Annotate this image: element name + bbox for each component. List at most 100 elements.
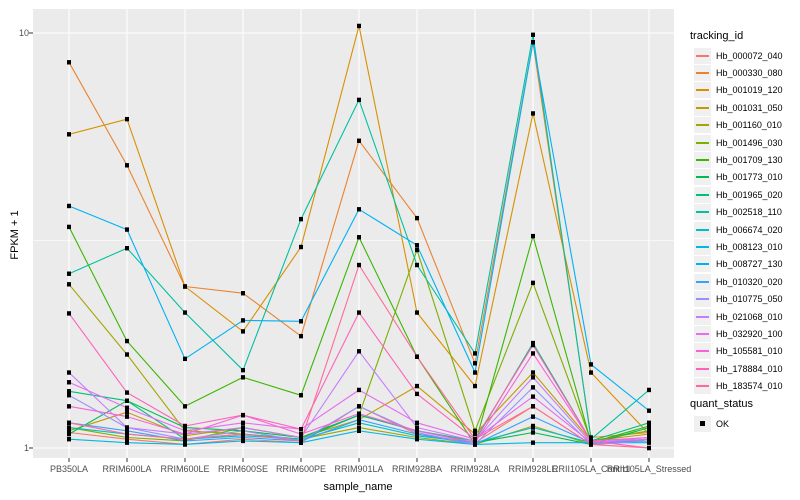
data-point	[67, 428, 71, 434]
data-point	[415, 428, 419, 434]
series-color-line	[696, 298, 709, 301]
legend-item-label: Hb_001031_050	[716, 102, 783, 113]
legend-item: Hb_010775_050	[690, 290, 800, 308]
ok-marker-icon	[700, 421, 705, 427]
legend-item: Hb_001709_130	[690, 151, 800, 169]
data-point	[241, 428, 245, 434]
data-point	[241, 367, 245, 373]
series-color-line	[696, 263, 709, 266]
data-point	[241, 375, 245, 380]
x-tick-label: RRII105LA_Stressed	[606, 464, 692, 474]
data-point	[415, 383, 419, 389]
data-point	[299, 393, 303, 398]
data-point	[357, 404, 361, 409]
data-point	[473, 440, 477, 445]
data-point	[531, 394, 535, 399]
data-point	[183, 356, 187, 362]
x-tick-label: RRIM600LE	[160, 464, 210, 474]
data-point	[183, 437, 187, 442]
legend-item-label: Hb_008727_130	[716, 259, 783, 270]
legend-item-label: Hb_105581_010	[716, 346, 783, 357]
legend-item: Hb_002518_110	[690, 204, 800, 221]
data-point	[647, 428, 651, 434]
data-point	[589, 370, 593, 375]
data-point	[67, 404, 71, 409]
legend-item-label: Hb_001019_120	[716, 85, 783, 96]
legend-key	[694, 221, 711, 238]
data-point	[357, 138, 361, 143]
data-point	[125, 338, 129, 344]
data-point	[531, 385, 535, 390]
data-point	[357, 425, 361, 430]
data-point	[67, 393, 71, 398]
data-point	[473, 383, 477, 389]
data-point	[125, 246, 129, 251]
data-point	[531, 430, 535, 435]
legend-item: Hb_021068_010	[690, 308, 800, 325]
data-point	[415, 391, 419, 397]
data-point	[647, 387, 651, 393]
data-point	[357, 417, 361, 422]
series-color-line	[696, 280, 709, 283]
data-point	[125, 227, 129, 232]
legend-item-label: Hb_008123_010	[716, 241, 783, 252]
series-color-line	[696, 211, 709, 214]
data-point	[67, 271, 71, 276]
legend-quant-status: quant_status OK	[690, 398, 800, 432]
legend-item-label: Hb_002518_110	[716, 207, 782, 218]
data-point	[183, 284, 187, 289]
data-point	[531, 370, 535, 375]
legend-item-label: Hb_006674_020	[716, 224, 783, 235]
legend-item: Hb_183574_010	[690, 377, 800, 395]
legend-item: Hb_006674_020	[690, 221, 800, 238]
data-point	[125, 425, 129, 430]
data-point	[415, 425, 419, 430]
y-axis-title: FPKM + 1	[9, 210, 21, 260]
data-point	[357, 420, 361, 426]
data-point	[125, 405, 129, 410]
data-point	[415, 247, 419, 253]
data-point	[531, 351, 535, 356]
legend-item: Hb_001496_030	[690, 134, 800, 151]
data-point	[241, 318, 245, 323]
legend-key	[694, 117, 711, 134]
data-point	[531, 32, 535, 38]
series-color-line	[696, 385, 709, 388]
data-point	[531, 111, 535, 116]
data-point	[415, 437, 419, 442]
data-point	[67, 224, 71, 230]
data-point	[67, 311, 71, 316]
data-point	[125, 414, 129, 419]
legend-item: Hb_000072_040	[690, 47, 800, 64]
series-color-line	[696, 124, 709, 127]
legend-item-label: Hb_010320_020	[716, 276, 783, 287]
legend-item: Hb_008727_130	[690, 256, 800, 273]
data-point	[357, 23, 361, 29]
series-color-line	[696, 176, 709, 179]
legend-tracking-id: tracking_id Hb_000072_040 Hb_000330_080 Hb…	[690, 30, 800, 395]
data-point	[125, 431, 129, 437]
data-point	[357, 97, 361, 103]
series-color-line	[696, 315, 709, 318]
x-tick-label: RRIM901LA	[334, 464, 384, 474]
legend-item-label: Hb_001709_130	[716, 155, 783, 166]
legend-key	[694, 134, 711, 151]
data-point	[531, 375, 535, 380]
y-tick-label: 1	[23, 442, 29, 453]
data-point	[531, 280, 535, 286]
legend-item-label: Hb_001496_030	[716, 137, 783, 148]
data-point	[241, 291, 245, 296]
data-point	[67, 370, 71, 375]
data-point	[183, 428, 187, 434]
legend-item-label: Hb_021068_010	[716, 311, 783, 322]
data-point	[67, 431, 71, 437]
x-tick-label: RRIM928BA	[391, 464, 443, 474]
series-color-line	[696, 106, 709, 109]
data-point	[531, 425, 535, 430]
data-point	[183, 442, 187, 447]
legend-key	[694, 308, 711, 325]
data-point	[531, 342, 535, 348]
data-point	[125, 398, 129, 403]
data-point	[357, 411, 361, 416]
legend-title: tracking_id	[690, 30, 744, 42]
